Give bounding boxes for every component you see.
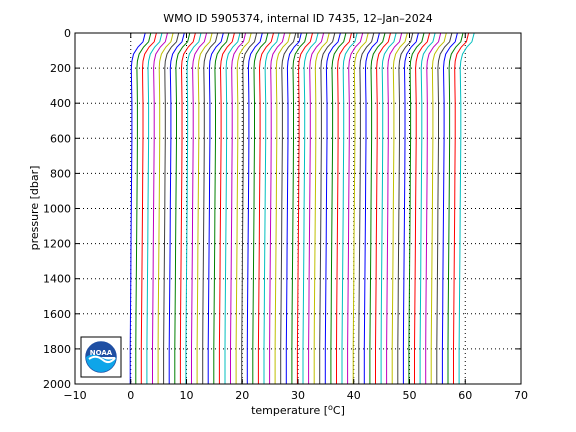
chart-title: WMO ID 5905374, internal ID 7435, 12–Jan… — [163, 12, 433, 25]
profile-line — [296, 32, 313, 384]
profile-line — [302, 32, 319, 384]
profile-line — [375, 32, 391, 384]
profile-line — [408, 32, 425, 384]
profile-line — [430, 32, 447, 384]
profile-line — [135, 32, 152, 384]
x-tick-label: 0 — [127, 389, 134, 402]
profile-line — [380, 32, 397, 384]
profile-line — [391, 32, 408, 384]
y-tick-label: 800 — [50, 167, 71, 180]
profile-line — [146, 32, 163, 384]
profile-line — [358, 32, 375, 384]
x-axis-label-prefix: temperature [ — [251, 404, 328, 417]
x-axis-label-sup: o — [328, 403, 333, 412]
x-tick-label: 70 — [514, 389, 528, 402]
profile-line — [129, 32, 146, 384]
profile-line — [235, 32, 252, 384]
profile-line — [285, 32, 302, 384]
profile-line — [191, 32, 208, 384]
axis-ticks — [74, 32, 522, 385]
profile-line — [185, 32, 202, 384]
profile-line — [157, 32, 174, 384]
y-tick-label: 1400 — [43, 273, 71, 286]
profile-line — [224, 32, 241, 384]
profile-line — [213, 32, 230, 384]
profile-line — [257, 32, 274, 384]
profile-line — [202, 32, 219, 384]
x-tick-label: −10 — [63, 389, 86, 402]
profile-line — [453, 32, 470, 384]
y-tick-label: 1800 — [43, 343, 71, 356]
profile-line — [313, 32, 330, 384]
profile-lines — [129, 32, 475, 384]
y-tick-label: 0 — [64, 27, 71, 40]
y-tick-label: 1200 — [43, 238, 71, 251]
y-axis-label: pressure [dbar] — [28, 166, 41, 251]
profile-line — [163, 32, 180, 384]
profile-line — [168, 32, 185, 384]
x-axis-label: temperature [oC] — [251, 403, 345, 417]
profile-line — [230, 32, 247, 384]
profile-line — [140, 32, 157, 384]
y-tick-labels: 0 200 400 600 800 1000 1200 1400 1600 1800 2000 — [43, 27, 71, 391]
profile-line — [386, 32, 403, 384]
x-tick-label: 10 — [180, 389, 194, 402]
profile-line — [341, 32, 358, 384]
profile-line — [330, 32, 347, 384]
profile-line — [336, 32, 352, 384]
profile-line — [347, 32, 364, 384]
x-tick-label: 60 — [458, 389, 472, 402]
x-tick-label: 20 — [235, 389, 249, 402]
y-tick-label: 1000 — [43, 203, 71, 216]
profile-line — [441, 32, 458, 384]
profile-line — [308, 32, 325, 384]
profile-line — [425, 32, 442, 384]
y-tick-label: 400 — [50, 97, 71, 110]
profile-line — [352, 32, 369, 384]
profile-line — [291, 32, 308, 384]
profile-line — [363, 32, 380, 384]
profile-line — [280, 32, 297, 384]
y-tick-label: 1600 — [43, 308, 71, 321]
profile-line — [179, 32, 196, 384]
profile-line — [419, 32, 436, 384]
noaa-logo-text: NOAA — [90, 349, 113, 357]
profile-line — [269, 32, 286, 384]
profile-line — [436, 32, 453, 384]
x-tick-label: 50 — [403, 389, 417, 402]
profile-line — [218, 32, 235, 384]
profile-line — [174, 32, 191, 384]
noaa-logo-icon: NOAA — [80, 336, 122, 378]
profile-line — [196, 32, 213, 384]
profile-line — [369, 32, 386, 384]
profile-line — [397, 32, 414, 384]
x-tick-labels: −10 0 10 20 30 40 50 60 70 — [63, 389, 528, 402]
profile-line — [447, 32, 464, 384]
profile-line — [324, 32, 341, 384]
y-tick-label: 200 — [50, 62, 71, 75]
y-tick-label: 2000 — [43, 378, 71, 391]
profile-line — [207, 32, 224, 384]
profile-line — [414, 32, 431, 384]
x-axis-label-suffix: C] — [333, 404, 345, 417]
x-tick-label: 40 — [347, 389, 361, 402]
profile-line — [402, 32, 419, 384]
y-tick-label: 600 — [50, 132, 71, 145]
profile-line — [152, 32, 168, 384]
profile-line — [274, 32, 291, 384]
profile-line — [319, 32, 336, 384]
profile-line — [252, 32, 269, 384]
profile-line — [263, 32, 280, 384]
profile-line — [246, 32, 263, 384]
profile-line — [241, 32, 258, 384]
profile-line — [458, 32, 475, 384]
x-tick-label: 30 — [291, 389, 305, 402]
